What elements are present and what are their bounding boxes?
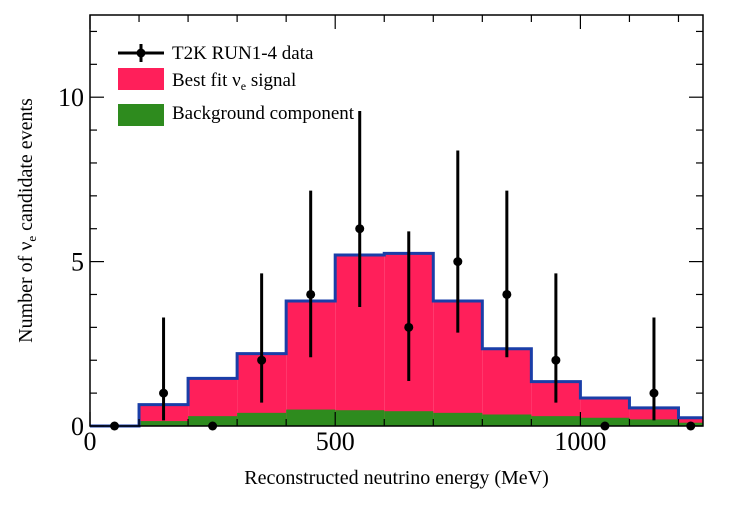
- y-tick-label: 5: [71, 248, 84, 277]
- legend-background-label: Background component: [172, 103, 355, 124]
- x-tick-label: 1000: [554, 427, 606, 456]
- background-bar: [433, 412, 483, 426]
- data-point: [257, 355, 267, 365]
- data-points-layer: [110, 111, 696, 431]
- x-tick-label: 0: [84, 427, 97, 456]
- data-point: [404, 322, 414, 332]
- histogram-layer: [90, 251, 703, 428]
- data-point: [306, 289, 316, 299]
- plot-frame: [89, 14, 704, 427]
- background-bar: [384, 411, 434, 426]
- x-axis-label: Reconstructed neutrino energy (MeV): [244, 467, 549, 489]
- data-point: [502, 289, 512, 299]
- x-tick-label: 500: [316, 427, 355, 456]
- data-point: [551, 355, 561, 365]
- legend-signal-swatch: [118, 68, 164, 90]
- axis-ticks: 0 500 1000 0 5 10: [58, 15, 703, 456]
- background-bar: [335, 410, 385, 426]
- y-tick-label: 10: [58, 83, 84, 112]
- data-point: [453, 257, 463, 267]
- data-point: [649, 388, 659, 398]
- background-bar: [531, 416, 581, 426]
- legend-data-marker: [136, 48, 146, 58]
- background-bar: [188, 416, 238, 426]
- background-bar: [629, 419, 679, 426]
- background-bar: [286, 409, 336, 426]
- background-bar: [139, 421, 189, 426]
- legend-background-swatch: [118, 104, 164, 126]
- y-tick-label: 0: [71, 412, 84, 441]
- data-point: [355, 224, 365, 234]
- legend: T2K RUN1-4 data Best fit νe signal Backgro…: [118, 43, 355, 126]
- background-bar: [237, 412, 287, 426]
- data-point: [159, 388, 169, 398]
- legend-signal-label: Best fit νe signal: [172, 70, 296, 93]
- y-axis-label: Number of νe candidate events: [15, 98, 39, 343]
- signal-bar: [482, 348, 532, 426]
- legend-data-label: T2K RUN1-4 data: [172, 43, 314, 64]
- background-bar: [482, 414, 532, 426]
